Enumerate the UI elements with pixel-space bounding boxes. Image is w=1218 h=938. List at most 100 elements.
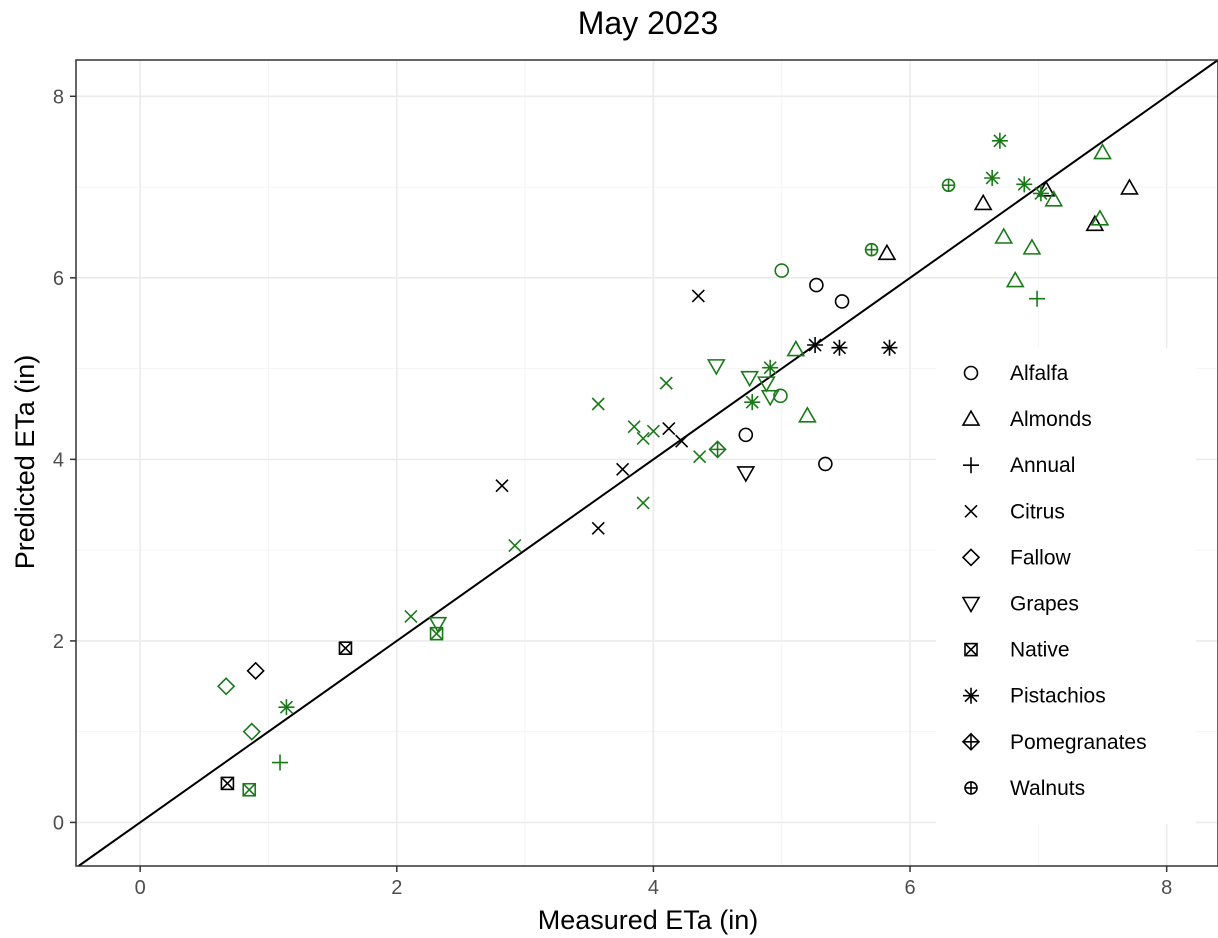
point-almonds — [1090, 209, 1110, 226]
point-alfalfa — [738, 427, 754, 443]
legend-item-alfalfa: Alfalfa — [963, 362, 1069, 385]
point-alfalfa — [773, 388, 788, 404]
point-almonds — [994, 227, 1014, 244]
point-grapes — [736, 466, 756, 483]
point-alfalfa — [774, 263, 790, 278]
legend-label: Walnuts — [1010, 777, 1085, 800]
point-pistachios — [881, 339, 898, 356]
legend-label: Native — [1010, 639, 1070, 662]
point-walnuts — [864, 242, 879, 257]
legend-label: Grapes — [1010, 593, 1079, 616]
legend-label: Citrus — [1010, 500, 1065, 523]
point-pistachios — [1016, 176, 1033, 193]
legend-key-almonds — [961, 409, 981, 426]
point-almonds — [1005, 270, 1025, 288]
point-pistachios — [984, 169, 1001, 186]
one-to-one-line — [77, 59, 1218, 867]
axis-ticks: 0 2 4 6 8 0 2 4 6 8 — [53, 86, 1172, 899]
point-citrus — [636, 431, 650, 446]
point-almonds — [877, 243, 897, 261]
legend-background — [936, 348, 1196, 824]
legend-key-walnuts — [964, 781, 978, 795]
point-native — [242, 782, 257, 797]
point-citrus — [627, 420, 641, 434]
point-pomegranates — [708, 440, 727, 459]
point-almonds — [1036, 180, 1056, 197]
y-tick-label: 6 — [53, 268, 64, 290]
point-almonds — [798, 406, 817, 423]
point-fallow — [242, 722, 261, 741]
point-pistachios — [991, 132, 1008, 149]
y-tick-label: 4 — [53, 449, 64, 471]
legend-item-pomegranates: Pomegranates — [961, 731, 1147, 754]
legend-item-citrus: Citrus — [964, 500, 1065, 523]
x-tick-label: 6 — [904, 877, 915, 899]
point-walnuts — [941, 178, 956, 193]
legend-label: Almonds — [1010, 408, 1092, 431]
point-alfalfa — [809, 277, 824, 293]
point-fallow — [246, 661, 265, 680]
point-citrus — [636, 496, 650, 510]
point-native — [429, 626, 444, 641]
legend-item-native: Native — [964, 639, 1070, 662]
x-axis-title: Measured ETa (in) — [538, 905, 759, 935]
y-tick-label: 8 — [53, 86, 64, 108]
point-citrus — [616, 462, 630, 476]
point-pistachios — [278, 699, 295, 716]
point-pistachios — [807, 337, 824, 354]
x-tick-label: 2 — [391, 877, 402, 899]
legend-key-alfalfa — [963, 365, 979, 381]
legend-item-almonds: Almonds — [961, 408, 1092, 431]
point-almonds — [1022, 238, 1042, 255]
point-citrus — [693, 450, 707, 464]
point-citrus — [591, 397, 605, 411]
point-citrus — [691, 289, 705, 303]
point-native — [338, 641, 353, 655]
point-citrus — [508, 539, 522, 553]
point-almonds — [1093, 142, 1112, 160]
legend-key-native — [964, 642, 978, 657]
point-almonds — [1044, 190, 1064, 207]
point-grapes — [706, 359, 726, 376]
y-tick-label: 0 — [53, 812, 64, 834]
legend-item-walnuts: Walnuts — [964, 777, 1085, 800]
point-citrus — [591, 521, 605, 535]
point-pistachios — [831, 339, 848, 356]
point-citrus — [662, 421, 676, 436]
point-pistachios — [762, 359, 779, 376]
plot-panel-border — [75, 59, 1218, 867]
legend-label: Annual — [1010, 454, 1075, 477]
point-grapes — [428, 616, 448, 634]
x-tick-label: 0 — [135, 877, 146, 899]
point-almonds — [973, 193, 993, 211]
point-citrus — [675, 434, 689, 448]
legend-item-annual: Annual — [963, 454, 1075, 477]
chart-title: May 2023 — [578, 5, 719, 41]
point-alfalfa — [818, 456, 833, 472]
point-pistachios — [744, 394, 761, 411]
legend-key-pomegranates — [961, 732, 981, 751]
y-tick-label: 2 — [53, 631, 64, 653]
point-grapes — [756, 376, 776, 393]
legend-label: Pomegranates — [1010, 731, 1147, 754]
legend-key-grapes — [961, 596, 981, 614]
legend-label: Alfalfa — [1010, 362, 1069, 385]
legend-item-grapes: Grapes — [961, 593, 1079, 616]
point-native — [220, 776, 235, 791]
data-points — [216, 132, 1139, 797]
point-alfalfa — [834, 294, 850, 309]
point-grapes — [760, 389, 780, 407]
legend-key-annual — [963, 457, 979, 474]
x-tick-label: 8 — [1161, 877, 1172, 899]
point-citrus — [404, 609, 418, 623]
point-grapes — [740, 370, 760, 388]
point-almonds — [786, 339, 806, 357]
x-tick-label: 4 — [648, 877, 659, 899]
legend-label: Fallow — [1010, 546, 1072, 569]
y-axis-title: Predicted ETa (in) — [10, 355, 40, 570]
point-annual — [1029, 290, 1046, 307]
legend-item-pistachios: Pistachios — [963, 685, 1106, 708]
point-citrus — [495, 479, 509, 493]
legend: Alfalfa Almonds Annual Citrus Fallow Grapes Na… — [961, 362, 1147, 800]
